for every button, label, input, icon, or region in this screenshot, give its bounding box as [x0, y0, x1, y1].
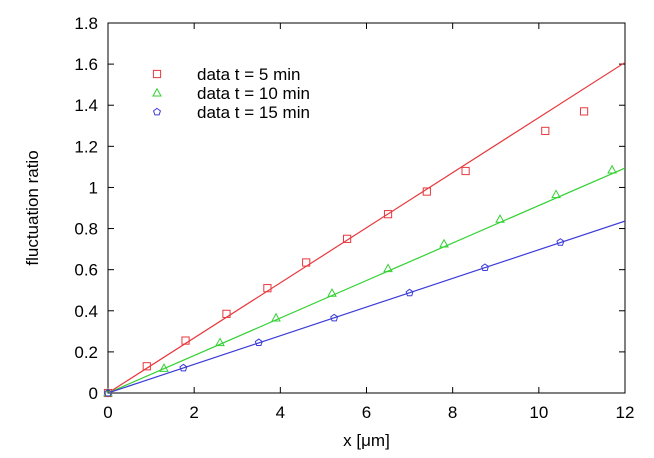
y-tick-label: 1 — [89, 178, 98, 197]
x-tick-label: 10 — [529, 403, 548, 422]
y-tick-label: 0 — [89, 384, 98, 403]
data-point-series-1 — [302, 258, 311, 267]
x-tick-label: 0 — [103, 403, 112, 422]
y-tick-label: 0.2 — [74, 343, 98, 362]
x-tick-label: 6 — [362, 403, 371, 422]
x-tick-label: 2 — [189, 403, 198, 422]
x-tick-label: 4 — [276, 403, 285, 422]
data-point-series-1 — [579, 107, 589, 116]
data-point-series-2 — [327, 288, 337, 297]
legend-marker-series-2 — [152, 87, 162, 97]
y-tick-label: 1.2 — [74, 137, 98, 156]
data-point-series-2 — [551, 189, 561, 199]
data-point-series-1 — [263, 284, 272, 293]
axis-ticks: 0 2 4 6 8 10 12 0 0.2 0.4 0.6 0.8 1 1.2 1.4 1.6 1.8 — [74, 14, 634, 422]
legend-label-series-2: data t = 10 min — [197, 84, 310, 103]
legend-label-series-1: data t = 5 min — [197, 65, 300, 84]
fit-line-series-2 — [108, 167, 625, 393]
data-point-series-3 — [103, 388, 113, 397]
y-tick-label: 0.8 — [74, 220, 98, 239]
legend-marker-series-3 — [152, 107, 162, 116]
data-point-series-2 — [439, 238, 449, 248]
x-tick-label: 8 — [448, 403, 457, 422]
y-tick-label: 1.8 — [74, 14, 98, 33]
y-tick-label: 0.6 — [74, 261, 98, 280]
x-tick-label: 12 — [616, 403, 635, 422]
data-point-series-3 — [330, 313, 339, 322]
data-point-series-1 — [461, 166, 470, 176]
x-axis-label: x [μm] — [343, 431, 390, 450]
data-point-series-3 — [254, 338, 263, 347]
y-tick-label: 1.6 — [74, 55, 98, 74]
data-point-series-3 — [556, 238, 565, 246]
plot-frame — [107, 22, 626, 394]
legend-label-series-3: data t = 15 min — [197, 103, 310, 122]
data-point-series-3 — [405, 288, 414, 297]
fit-line-series-3 — [108, 220, 625, 393]
y-tick-label: 0.4 — [74, 302, 98, 321]
data-point-series-1 — [383, 210, 393, 219]
data-point-series-3 — [480, 263, 489, 272]
data-point-series-1 — [142, 362, 151, 371]
data-point-series-2 — [607, 164, 617, 174]
data-point-series-1 — [422, 187, 431, 196]
y-axis-label: fluctuation ratio — [23, 150, 42, 265]
fit-lines — [108, 61, 625, 393]
data-point-series-2 — [383, 263, 393, 273]
fit-line-series-1 — [108, 61, 625, 393]
data-points — [103, 107, 617, 398]
data-point-series-2 — [271, 312, 281, 322]
data-point-series-3 — [179, 363, 188, 372]
data-point-series-2 — [215, 337, 225, 347]
data-point-series-1 — [222, 309, 231, 318]
data-point-series-2 — [159, 363, 169, 372]
data-point-series-1 — [541, 126, 550, 136]
data-point-series-2 — [495, 214, 505, 223]
data-point-series-1 — [181, 336, 190, 345]
plot-border — [107, 22, 626, 394]
y-tick-label: 1.4 — [74, 96, 98, 115]
data-point-series-1 — [343, 234, 352, 243]
legend-marker-series-1 — [152, 69, 162, 79]
